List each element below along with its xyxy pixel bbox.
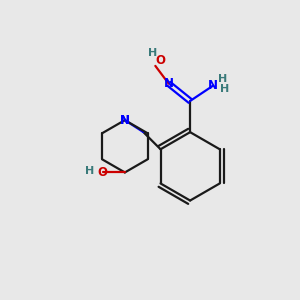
- Text: O: O: [97, 166, 107, 179]
- Text: O: O: [156, 54, 166, 67]
- Text: H: H: [218, 74, 227, 84]
- Text: N: N: [164, 77, 174, 90]
- Text: N: N: [120, 114, 130, 127]
- Text: N: N: [208, 79, 218, 92]
- Text: N: N: [120, 114, 130, 127]
- Text: H: H: [148, 48, 157, 59]
- Text: H: H: [220, 84, 229, 94]
- Text: H: H: [85, 166, 95, 176]
